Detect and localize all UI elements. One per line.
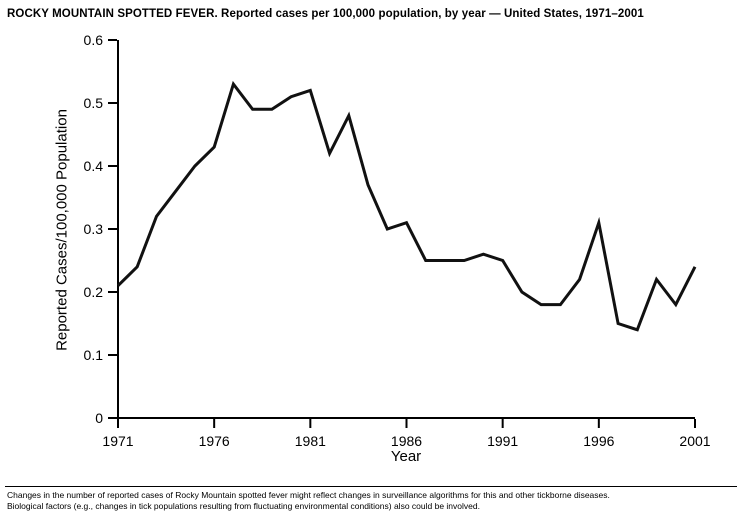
y-tick-label: 0.6 — [84, 32, 104, 48]
footnote-line-1: Changes in the number of reported cases … — [7, 490, 610, 500]
x-tick-label: 1971 — [102, 433, 133, 449]
y-tick-label: 0.5 — [84, 95, 104, 111]
x-tick-label: 1986 — [391, 433, 422, 449]
chart-line — [116, 80, 697, 332]
x-tick-label: 1996 — [583, 433, 614, 449]
y-tick-label: 0.2 — [84, 284, 104, 300]
y-axis-title: Reported Cases/100,000 Population — [53, 109, 71, 351]
y-tick-label: 0.4 — [84, 158, 104, 174]
footnote-divider — [5, 486, 737, 487]
x-tick-label: 1981 — [295, 433, 326, 449]
y-tick-label: 0.3 — [84, 221, 104, 237]
y-tick-label: 0.1 — [84, 347, 104, 363]
x-axis-title: Year — [390, 448, 422, 465]
chart-title: ROCKY MOUNTAIN SPOTTED FEVER. Reported c… — [7, 8, 644, 20]
y-tick-label: 0 — [95, 410, 103, 426]
x-tick-label: 1991 — [487, 433, 518, 449]
footnote-line-2: Biological factors (e.g., changes in tic… — [7, 501, 480, 512]
line-chart: 0 0.1 0.2 0.3 0.4 0.5 0.6 1971 1976 1981 1986 1991 1… — [84, 32, 711, 449]
footnote: Changes in the number of reported cases … — [7, 490, 739, 512]
x-tick-label: 2001 — [679, 433, 710, 449]
x-tick-label: 1976 — [199, 433, 230, 449]
axes — [117, 40, 695, 419]
